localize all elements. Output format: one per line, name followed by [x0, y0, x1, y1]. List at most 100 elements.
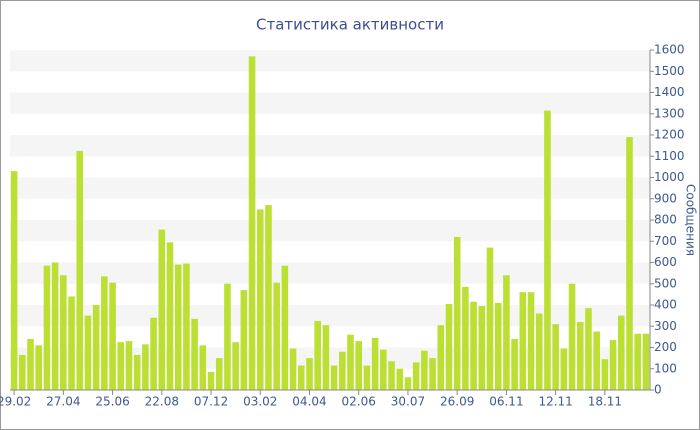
bar: [470, 301, 477, 390]
bar: [35, 345, 42, 390]
bar: [158, 229, 166, 390]
x-tick-label: 07.12: [194, 395, 228, 409]
y-axis-title: Сообщения: [684, 184, 698, 256]
bar: [576, 322, 584, 390]
bar: [453, 237, 461, 390]
bar: [429, 358, 436, 390]
bar: [462, 286, 469, 390]
bar: [174, 264, 182, 390]
x-tick-label: 27.04: [46, 395, 80, 409]
bar: [445, 303, 453, 390]
bar: [634, 333, 641, 390]
x-tick-label: 12.11: [538, 395, 572, 409]
bar: [289, 348, 297, 390]
bar: [199, 345, 207, 390]
bar: [224, 283, 231, 390]
grid-band: [10, 135, 650, 157]
x-tick-label: 25.06: [95, 395, 129, 409]
bar: [609, 340, 617, 390]
bar: [626, 137, 633, 390]
x-tick-label: 29.02: [0, 395, 31, 409]
y-tick-label: 0: [654, 383, 662, 397]
bar: [101, 276, 108, 390]
bar: [585, 308, 592, 390]
bar: [544, 110, 551, 390]
bar: [183, 263, 190, 390]
y-tick-label: 1200: [654, 128, 685, 142]
y-tick-label: 600: [654, 255, 677, 269]
bar: [232, 342, 239, 390]
bar: [306, 358, 313, 390]
y-tick-label: 300: [654, 319, 677, 333]
bar: [322, 325, 330, 390]
bar: [27, 339, 34, 390]
bar: [503, 275, 510, 390]
bar: [380, 349, 387, 390]
bar: [593, 331, 600, 390]
bar: [215, 358, 223, 390]
bar: [51, 262, 59, 390]
bar: [560, 348, 568, 390]
bar: [117, 342, 125, 390]
bar: [68, 296, 75, 390]
x-tick-label: 04.04: [292, 395, 326, 409]
grid-band: [10, 220, 650, 242]
x-tick-label: 02.06: [342, 395, 376, 409]
y-tick-label: 800: [654, 213, 677, 227]
bar: [298, 365, 305, 390]
bar: [191, 318, 198, 390]
y-tick-label: 400: [654, 298, 677, 312]
bar: [486, 247, 494, 390]
bar: [19, 354, 26, 390]
x-tick-label: 22.08: [145, 395, 179, 409]
bar: [437, 325, 445, 390]
bar: [10, 171, 18, 390]
bar: [314, 320, 321, 390]
bar: [355, 341, 362, 390]
bar: [601, 359, 609, 390]
grid-band: [10, 50, 650, 72]
bar: [396, 368, 404, 390]
bar: [552, 324, 559, 390]
y-tick-label: 1400: [654, 85, 685, 99]
bar: [519, 292, 527, 390]
bar: [256, 209, 264, 390]
bar: [109, 282, 116, 390]
bar: [568, 283, 576, 390]
bar: [371, 337, 379, 390]
bar: [511, 339, 518, 390]
bar: [478, 306, 486, 390]
bar: [133, 354, 141, 390]
y-tick-label: 1100: [654, 149, 685, 163]
bar: [494, 302, 502, 390]
y-tick-label: 700: [654, 234, 677, 248]
y-tick-label: 1600: [654, 43, 685, 57]
bar: [150, 317, 157, 390]
bar: [60, 275, 67, 390]
bar: [404, 377, 412, 390]
bar: [535, 313, 543, 390]
y-tick-label: 200: [654, 340, 677, 354]
bar: [388, 361, 395, 390]
y-tick-label: 500: [654, 276, 677, 290]
bar: [76, 150, 84, 390]
bar: [84, 315, 92, 390]
bar: [347, 334, 354, 390]
y-tick-label: 100: [654, 361, 677, 375]
bar: [240, 290, 248, 390]
y-tick-label: 900: [654, 191, 677, 205]
bar: [281, 265, 289, 390]
bar: [527, 292, 535, 390]
grid-band: [10, 177, 650, 199]
bar: [642, 333, 650, 390]
bar: [166, 242, 174, 390]
x-tick-label: 06.11: [489, 395, 523, 409]
y-tick-label: 1000: [654, 170, 685, 184]
bar: [412, 362, 420, 390]
bar: [248, 56, 256, 390]
x-tick-label: 26.09: [440, 395, 474, 409]
bar: [330, 365, 338, 390]
bar: [618, 315, 625, 390]
y-tick-label: 1500: [654, 64, 685, 78]
